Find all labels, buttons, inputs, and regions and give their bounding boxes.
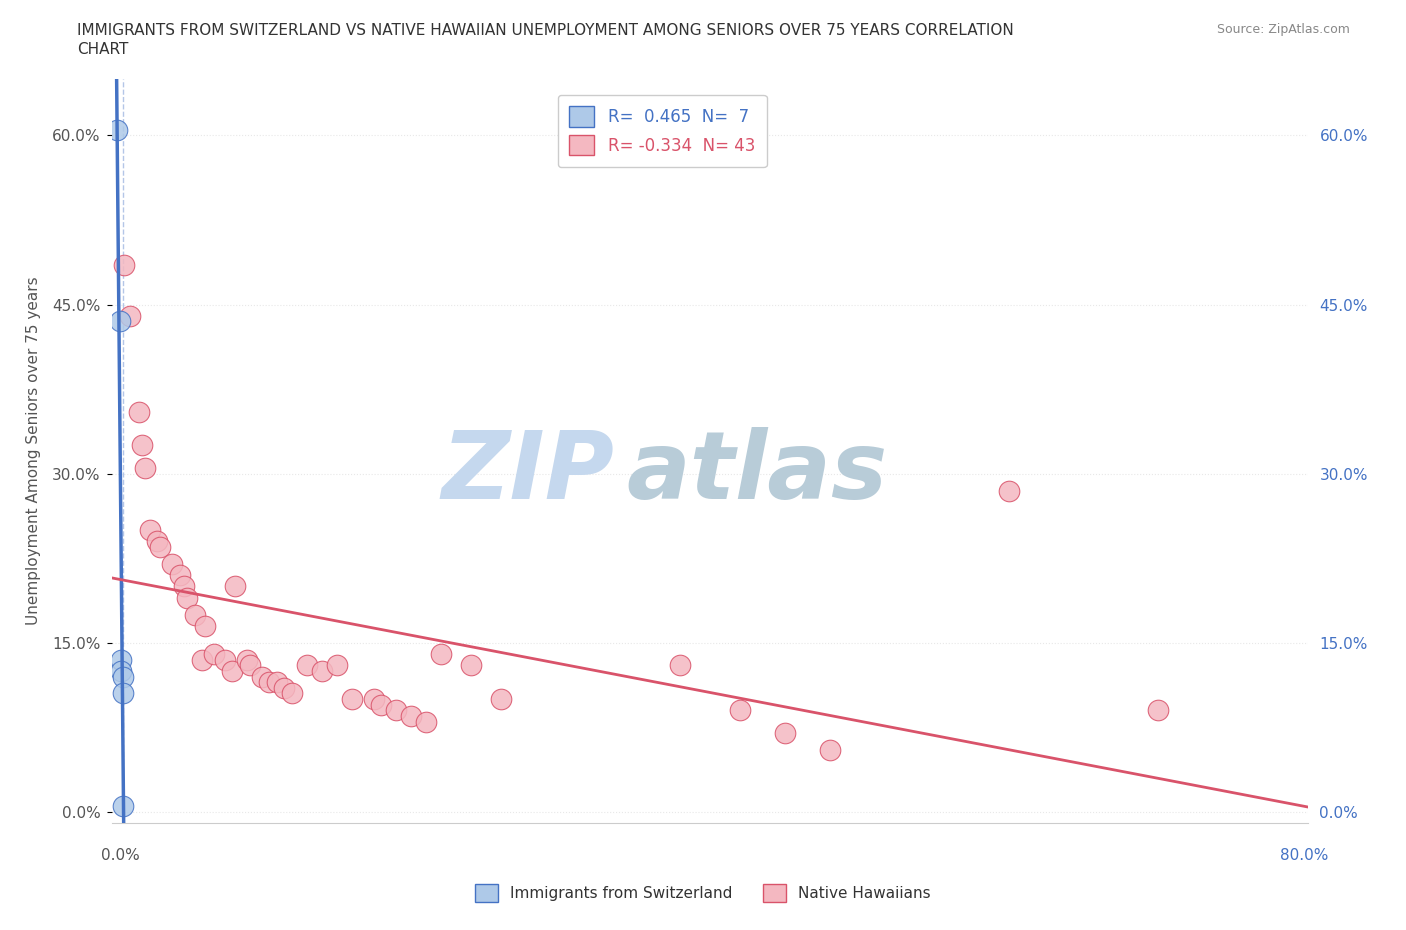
Point (1147, 703, 1170, 718)
Point (169, 567, 191, 582)
Point (214, 652, 236, 667)
Point (385, 703, 408, 718)
Point (108, 314, 131, 329)
Point (259, 674, 281, 689)
Point (370, 698, 392, 712)
Point (415, 714, 437, 729)
Point (146, 534, 169, 549)
Point (134, 460, 156, 475)
Point (139, 523, 162, 538)
Point (325, 658, 347, 672)
Point (114, 258, 135, 272)
Point (191, 652, 214, 667)
Point (162, 556, 183, 571)
Point (489, 692, 512, 707)
Text: Source: ZipAtlas.com: Source: ZipAtlas.com (1216, 23, 1350, 36)
Text: IMMIGRANTS FROM SWITZERLAND VS NATIVE HAWAIIAN UNEMPLOYMENT AMONG SENIORS OVER 7: IMMIGRANTS FROM SWITZERLAND VS NATIVE HA… (77, 23, 1014, 38)
Point (363, 692, 385, 707)
Point (111, 669, 134, 684)
Point (460, 658, 482, 672)
Point (669, 658, 692, 672)
Text: atlas: atlas (627, 428, 887, 519)
Point (149, 539, 172, 554)
Text: ZIP: ZIP (441, 428, 614, 519)
Point (176, 591, 198, 605)
Point (340, 692, 363, 707)
Point (128, 405, 150, 419)
Point (236, 652, 259, 667)
Point (224, 578, 246, 593)
Y-axis label: Unemployment Among Seniors over 75 years: Unemployment Among Seniors over 75 years (27, 277, 41, 625)
Point (110, 652, 132, 667)
Legend: Immigrants from Switzerland, Native Hawaiians: Immigrants from Switzerland, Native Hawa… (470, 878, 936, 909)
Point (311, 663, 333, 678)
Point (998, 483, 1021, 498)
Point (221, 663, 243, 678)
Point (173, 578, 195, 593)
Text: 0.0%: 0.0% (101, 848, 141, 863)
Point (728, 703, 751, 718)
Text: CHART: CHART (77, 42, 129, 57)
Legend: R=  0.465  N=  7, R= -0.334  N= 43: R= 0.465 N= 7, R= -0.334 N= 43 (558, 95, 766, 167)
Point (773, 725, 796, 740)
Point (105, 123, 128, 138)
Point (430, 646, 453, 661)
Point (110, 663, 132, 678)
Point (818, 742, 841, 757)
Point (202, 646, 225, 661)
Point (250, 669, 273, 684)
Point (111, 799, 134, 814)
Point (273, 681, 295, 696)
Text: 80.0%: 80.0% (1281, 848, 1329, 863)
Point (266, 674, 288, 689)
Point (183, 607, 205, 622)
Point (295, 658, 318, 672)
Point (239, 658, 262, 672)
Point (120, 309, 142, 324)
Point (131, 438, 153, 453)
Point (111, 686, 134, 701)
Point (194, 618, 217, 633)
Point (401, 709, 423, 724)
Point (281, 686, 304, 701)
